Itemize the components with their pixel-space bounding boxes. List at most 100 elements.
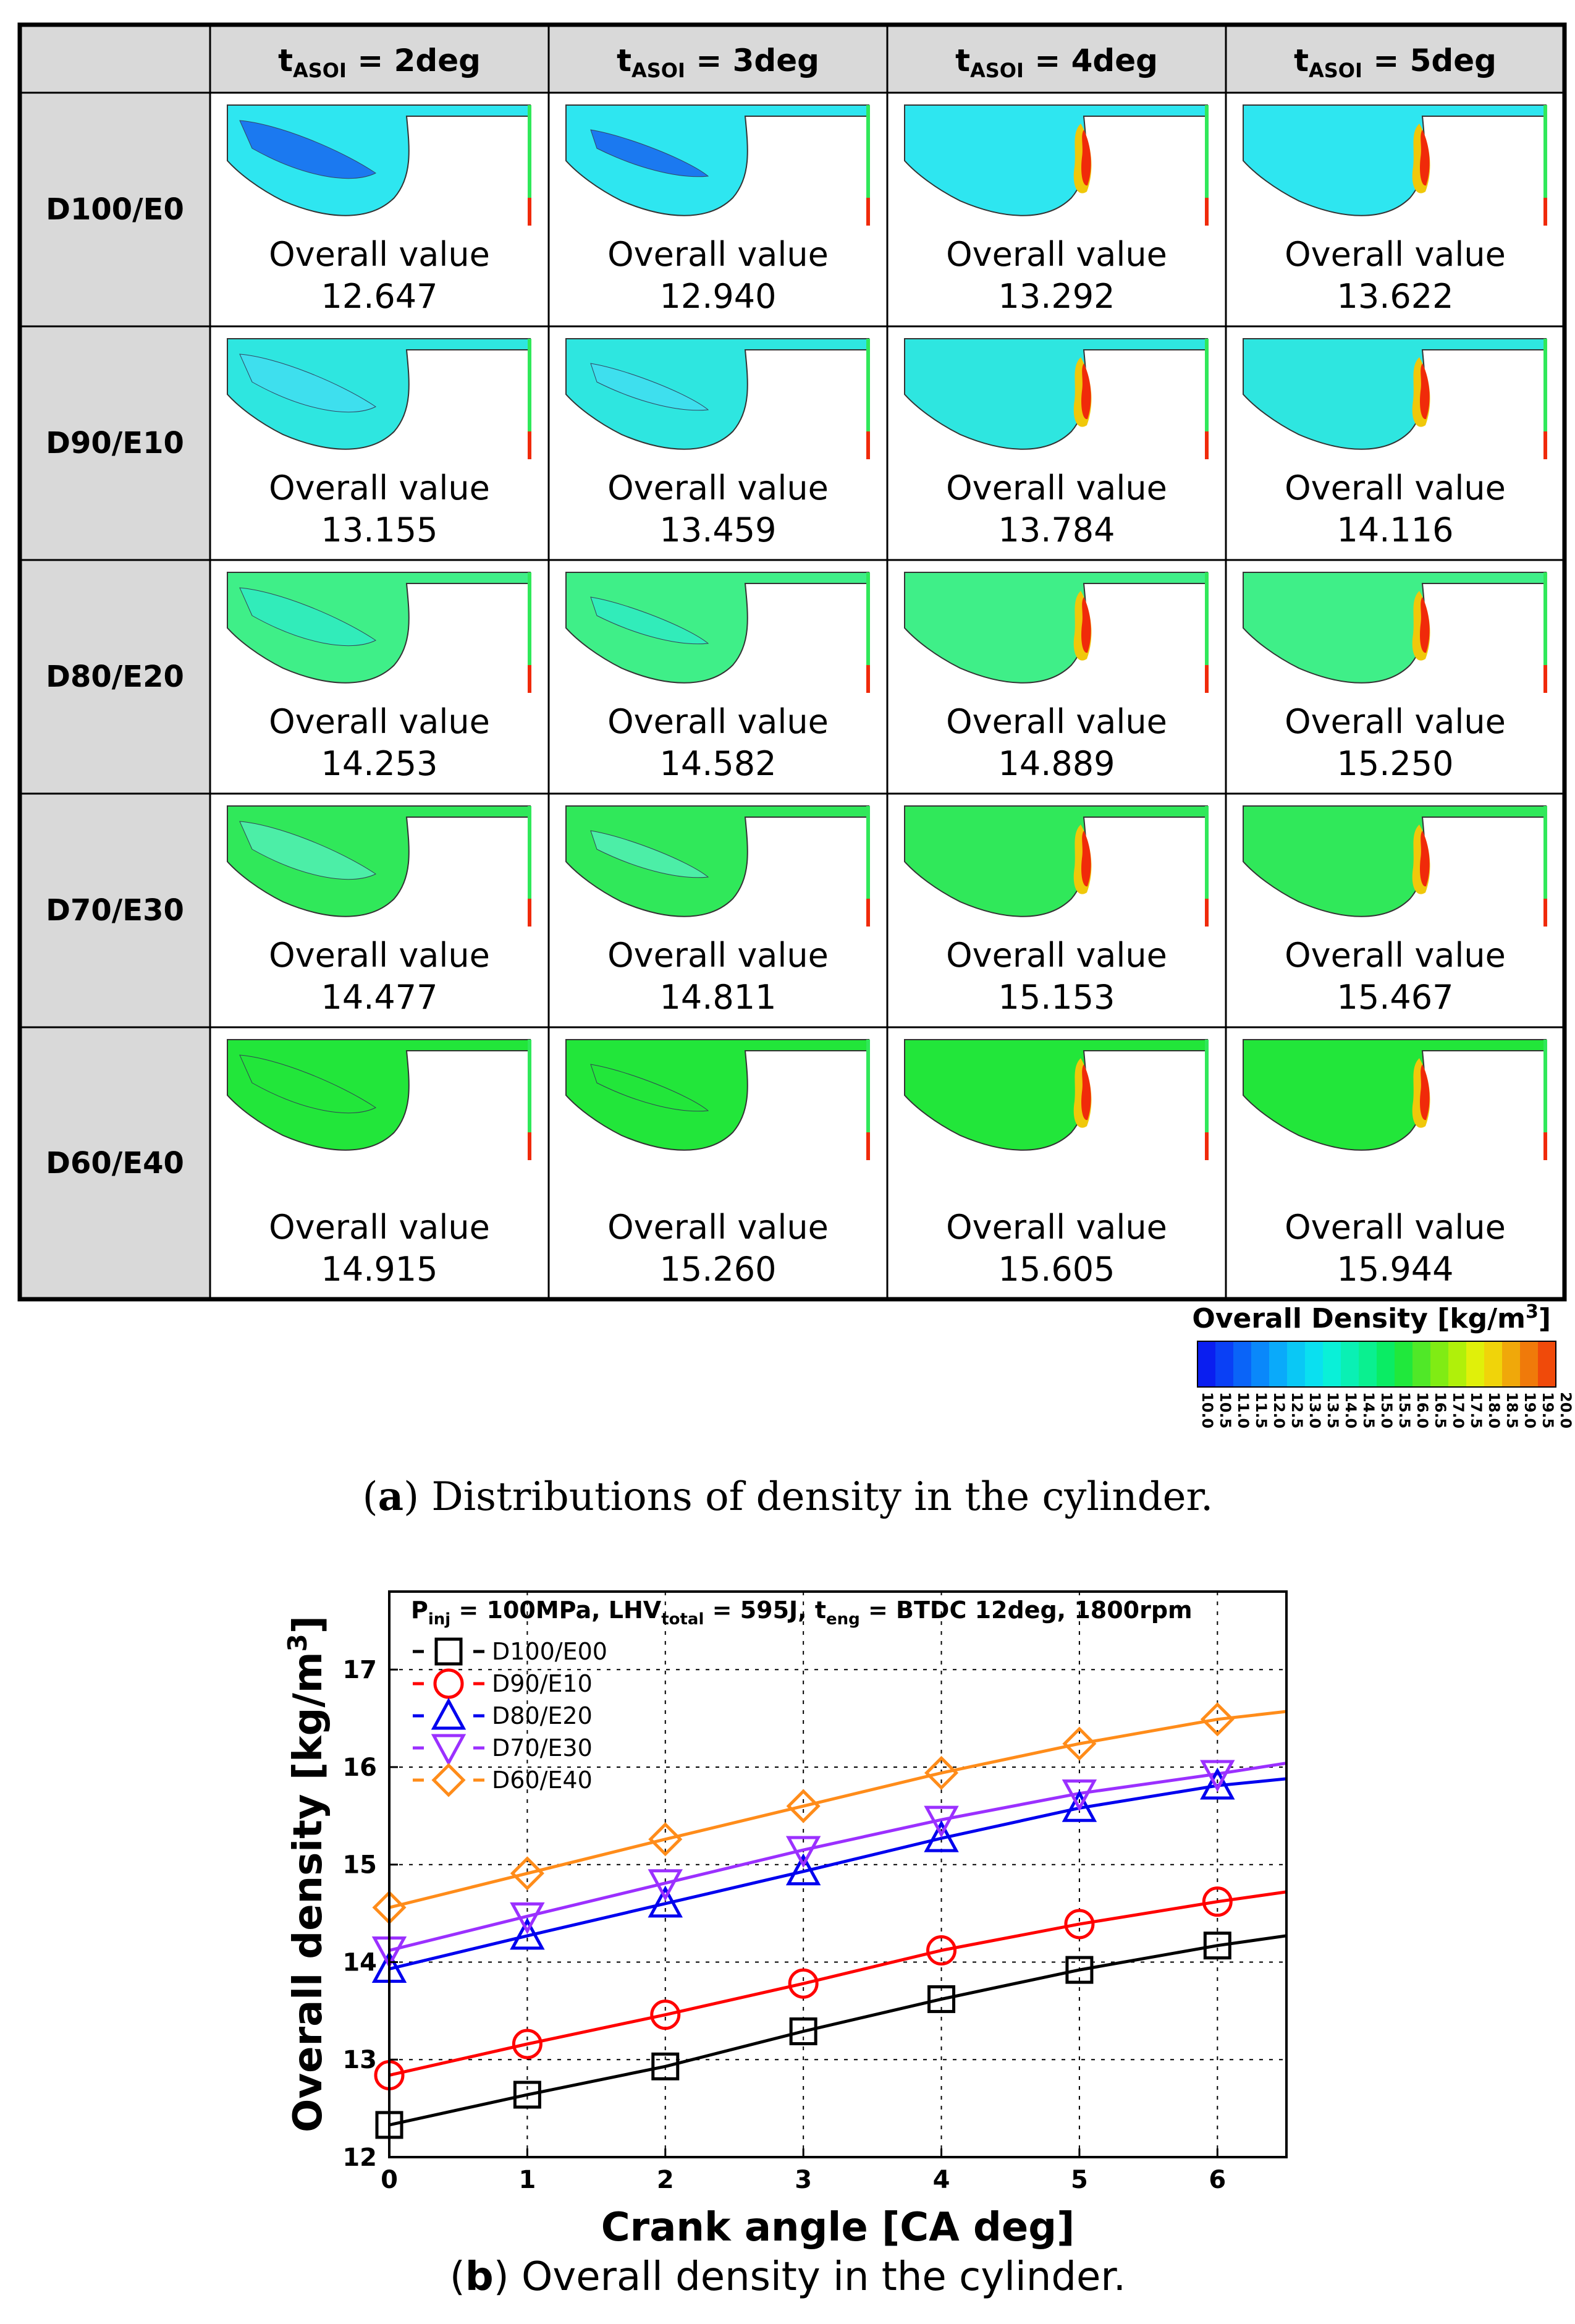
- colorbar-title-main: Overall Density [kg/m: [1192, 1303, 1526, 1334]
- overall-value-label: Overall value: [1285, 936, 1506, 975]
- series-line: [389, 1890, 1286, 2077]
- x-tick-label: 0: [381, 2166, 398, 2194]
- overall-value-label: Overall value: [946, 1208, 1167, 1247]
- wall-strip: [528, 105, 531, 216]
- plot-area: [389, 1592, 1286, 2157]
- column-header-rest: = 2deg: [347, 43, 481, 78]
- wall-strip-hot: [1543, 899, 1547, 927]
- overall-value: 15.250: [1337, 744, 1454, 783]
- table-header-background: [20, 25, 1564, 93]
- chamber-region: [227, 572, 531, 684]
- x-tick-label: 6: [1209, 2166, 1226, 2194]
- colorbar-swatch: [1448, 1341, 1467, 1387]
- inner-zone: [239, 1054, 376, 1114]
- wall-strip: [1543, 105, 1547, 216]
- wall-strip: [1543, 339, 1547, 450]
- chamber-region: [565, 104, 869, 216]
- wall-strip: [528, 572, 531, 684]
- chamber-region: [904, 805, 1208, 917]
- data-point: [785, 1836, 821, 1868]
- wall-strip: [866, 572, 870, 684]
- y-axis-label-sup: 3: [282, 1634, 313, 1652]
- contour-image: [565, 104, 870, 226]
- overall-value-label: Overall value: [269, 235, 490, 274]
- x-tick-label: 5: [1071, 2166, 1088, 2194]
- wall-strip-hot: [528, 198, 531, 226]
- colorbar-swatch: [1520, 1341, 1539, 1387]
- overall-value: 15.467: [1337, 978, 1454, 1017]
- colorbar-tick: 20.0: [1557, 1392, 1574, 1428]
- colorbar-swatch: [1430, 1341, 1449, 1387]
- colorbar-tick: 11.0: [1235, 1392, 1252, 1428]
- caption-a-letter: a: [378, 1474, 403, 1520]
- wall-strip: [528, 806, 531, 917]
- colorbar-swatch: [1412, 1341, 1431, 1387]
- table-text: tASOI = 2deg tASOI = 3deg tASOI = 4deg tASO…: [46, 43, 1506, 1289]
- data-point: [1064, 1909, 1095, 1940]
- overall-value: 13.459: [660, 511, 777, 549]
- caption-a-text: Distributions of density in the cylinder…: [419, 1474, 1213, 1520]
- chart-title-p4: = BTDC 12deg, 1800rpm: [860, 1597, 1193, 1624]
- colorbar-swatch: [1323, 1341, 1341, 1387]
- overall-value: 14.253: [321, 744, 438, 783]
- wall-strip: [866, 105, 870, 216]
- wall-strip-hot: [866, 431, 870, 459]
- colorbar-swatch: [1269, 1341, 1288, 1387]
- wall-strip-hot: [528, 665, 531, 693]
- column-header-base: t: [278, 43, 293, 78]
- overall-value: 15.153: [999, 978, 1115, 1017]
- chart-series: [389, 1710, 1286, 2127]
- overall-value-label: Overall value: [607, 469, 829, 507]
- column-header: tASOI = 4deg: [955, 43, 1158, 82]
- colorbar-tick: 19.5: [1539, 1392, 1556, 1428]
- wall-strip-hot: [1543, 665, 1547, 693]
- column-header-base: t: [955, 43, 970, 78]
- wall-strip: [528, 339, 531, 450]
- wall-strip-hot: [528, 899, 531, 927]
- chamber-region: [904, 104, 1208, 216]
- wall-strip-hot: [866, 198, 870, 226]
- wall-strip: [866, 339, 870, 450]
- wall-strip: [528, 1040, 531, 1151]
- overall-value: 12.940: [660, 277, 777, 316]
- data-point: [785, 1853, 821, 1886]
- x-tick-label: 1: [518, 2166, 536, 2194]
- column-header-sub: ASOI: [970, 59, 1024, 82]
- contour-image: [1243, 1039, 1547, 1160]
- column-header-base: t: [617, 43, 631, 78]
- chamber-region: [565, 805, 869, 917]
- wall-strip: [866, 1040, 870, 1151]
- colorbar-tick: 15.5: [1396, 1392, 1413, 1428]
- contour-image: [904, 104, 1209, 226]
- inner-zone: [590, 129, 709, 177]
- caption-b: (b) Overall density in the cylinder.: [450, 2254, 1126, 2300]
- data-point: [786, 1789, 821, 1823]
- overall-value-label: Overall value: [607, 1208, 829, 1247]
- chart-title-p2: = 100MPa, LHV: [450, 1597, 662, 1624]
- overall-value-label: Overall value: [269, 936, 490, 975]
- hot-zone: [1420, 130, 1430, 186]
- colorbar-tick: 16.5: [1432, 1392, 1449, 1428]
- colorbar-tick: 18.0: [1485, 1392, 1503, 1428]
- legend-marker: [433, 1668, 464, 1699]
- chamber-region: [227, 805, 531, 917]
- contour-image: [565, 1039, 870, 1160]
- y-tick-label: 14: [342, 1948, 377, 1977]
- column-header-sub: ASOI: [631, 59, 685, 82]
- colorbar-swatch: [1359, 1341, 1377, 1387]
- data-point: [510, 1902, 545, 1935]
- table-outer-border: [17, 22, 1567, 1302]
- wall-strip-hot: [1543, 198, 1547, 226]
- colorbar-swatch: [1305, 1341, 1324, 1387]
- contour-image: [565, 805, 870, 927]
- contour-image: [227, 572, 531, 693]
- overall-value: 15.605: [999, 1250, 1115, 1289]
- chart-title-p1: P: [411, 1597, 428, 1624]
- chamber-region: [1243, 338, 1547, 450]
- data-point: [927, 1985, 956, 2013]
- data-point: [924, 1820, 959, 1852]
- overall-value-label: Overall value: [946, 469, 1167, 507]
- wall-strip-hot: [528, 1132, 531, 1160]
- legend-label: D70/E30: [492, 1734, 593, 1762]
- colorbar-tick: 16.0: [1414, 1392, 1431, 1428]
